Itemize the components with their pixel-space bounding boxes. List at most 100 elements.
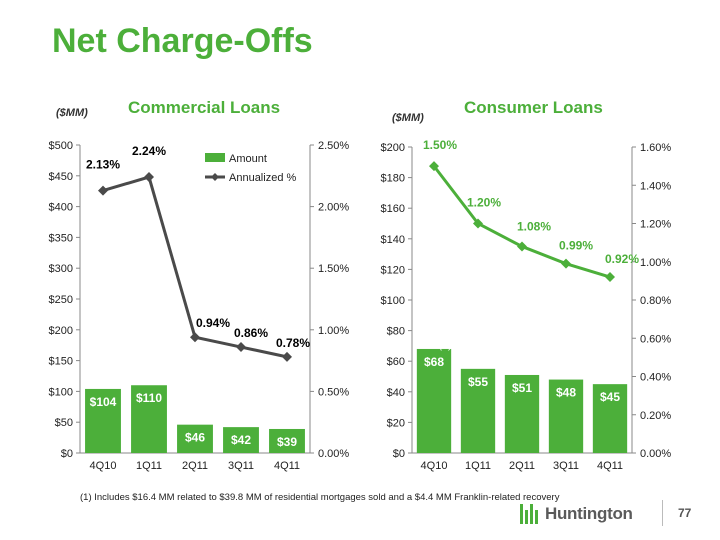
consumer-right-tick-label: 1.60%	[640, 142, 671, 154]
consumer-left-tick-label: $180	[381, 173, 405, 185]
commercial-left-tick-label: $350	[49, 232, 73, 244]
commercial-left-tick-label: $200	[49, 325, 73, 337]
consumer-right-tick-label: 0.80%	[640, 295, 671, 307]
commercial-legend-amount-swatch	[205, 153, 225, 162]
consumer-bar	[548, 379, 584, 453]
commercial-category-label: 4Q11	[274, 460, 300, 472]
commercial-right-tick-label: 2.50%	[318, 140, 349, 152]
consumer-left-tick-label: $120	[381, 264, 405, 276]
consumer-rate-marker	[561, 258, 571, 269]
consumer-right-tick-label: 0.00%	[640, 448, 671, 460]
commercial-rate-label: 2.13%	[86, 158, 120, 172]
consumer-rate-label: 0.99%	[559, 239, 593, 253]
page-number: 77	[678, 506, 692, 520]
commercial-category-label: 1Q11	[136, 460, 162, 472]
consumer-bar-label: $48	[556, 386, 576, 400]
consumer-bar-label: $45	[600, 390, 620, 404]
consumer-right-tick-label: 1.20%	[640, 219, 671, 231]
consumer-left-tick-label: $160	[381, 203, 405, 215]
consumer-annotation: (1)	[439, 339, 453, 351]
commercial-bar	[85, 388, 121, 453]
commercial-left-tick-label: $50	[55, 417, 73, 429]
commercial-bar-label: $42	[231, 433, 251, 447]
consumer-right-tick-label: 0.20%	[640, 410, 671, 422]
consumer-left-tick-label: $40	[387, 387, 405, 399]
commercial-left-tick-label: $400	[49, 202, 73, 214]
commercial-right-tick-label: 1.50%	[318, 263, 349, 275]
consumer-left-tick-label: $60	[387, 356, 405, 368]
consumer-rate-label: 1.50%	[423, 138, 457, 152]
consumer-rate-marker	[605, 272, 615, 283]
commercial-legend-rate-marker	[211, 173, 219, 181]
commercial-left-tick-label: $500	[49, 140, 73, 152]
footer-divider	[662, 500, 663, 526]
commercial-rate-label: 0.94%	[196, 316, 230, 330]
commercial-rate-marker	[98, 185, 108, 196]
commercial-rate-marker	[144, 172, 154, 183]
huntington-logo-mark-icon	[520, 504, 540, 524]
consumer-right-tick-label: 1.40%	[640, 180, 671, 192]
consumer-bar-label: $51	[512, 381, 532, 395]
commercial-unit-label: ($MM)	[56, 107, 88, 119]
consumer-rate-marker	[517, 241, 527, 252]
commercial-bar	[223, 427, 259, 453]
commercial-left-tick-label: $150	[49, 356, 73, 368]
consumer-bar	[460, 368, 496, 453]
commercial-bar-label: $39	[277, 435, 297, 449]
huntington-logo: Huntington	[520, 504, 633, 524]
commercial-rate-label: 2.24%	[132, 144, 166, 158]
consumer-left-tick-label: $200	[381, 142, 405, 154]
commercial-legend-amount-label: Amount	[229, 153, 267, 165]
commercial-category-label: 4Q10	[90, 460, 117, 472]
commercial-right-tick-label: 1.00%	[318, 325, 349, 337]
consumer-rate-label: 1.20%	[467, 196, 501, 210]
consumer-category-label: 1Q11	[465, 460, 491, 472]
consumer-right-tick-label: 1.00%	[640, 257, 671, 269]
consumer-rate-marker	[473, 218, 483, 229]
commercial-left-tick-label: $450	[49, 171, 73, 183]
consumer-bar	[504, 374, 540, 453]
consumer-unit-label: ($MM)	[392, 112, 424, 124]
commercial-right-tick-label: 2.00%	[318, 202, 349, 214]
commercial-bar-label: $110	[136, 391, 162, 405]
consumer-category-label: 2Q11	[509, 460, 535, 472]
consumer-bar-label: $68	[424, 355, 444, 369]
page-title: Net Charge-Offs	[52, 22, 313, 60]
consumer-category-label: 4Q11	[597, 460, 623, 472]
commercial-rate-marker	[190, 332, 200, 343]
consumer-right-tick-label: 0.60%	[640, 333, 671, 345]
footnote: (1) Includes $16.4 MM related to $39.8 M…	[80, 492, 560, 503]
consumer-bar	[592, 384, 628, 453]
commercial-chart-title: Commercial Loans	[128, 98, 281, 117]
consumer-rate-label: 0.92%	[605, 252, 639, 266]
consumer-rate-marker	[429, 161, 439, 172]
commercial-left-tick-label: $0	[61, 448, 73, 460]
commercial-bar	[177, 424, 213, 453]
commercial-left-tick-label: $250	[49, 294, 73, 306]
consumer-category-label: 4Q10	[421, 460, 448, 472]
logo-text: Huntington	[545, 504, 633, 523]
consumer-left-tick-label: $20	[387, 417, 405, 429]
consumer-right-tick-label: 0.40%	[640, 372, 671, 384]
commercial-right-tick-label: 0.00%	[318, 448, 349, 460]
commercial-legend-rate-label: Annualized %	[229, 172, 296, 184]
commercial-bar-label: $104	[90, 395, 117, 409]
consumer-category-label: 3Q11	[553, 460, 579, 472]
commercial-rate-marker	[236, 342, 246, 353]
consumer-bar-label: $55	[468, 375, 488, 389]
commercial-rate-label: 0.78%	[276, 336, 310, 350]
consumer-bar	[416, 348, 452, 453]
commercial-left-tick-label: $100	[49, 386, 73, 398]
commercial-rate-label: 0.86%	[234, 326, 268, 340]
commercial-category-label: 3Q11	[228, 460, 254, 472]
consumer-left-tick-label: $100	[381, 295, 405, 307]
commercial-left-tick-label: $300	[49, 263, 73, 275]
commercial-category-label: 2Q11	[182, 460, 208, 472]
commercial-right-tick-label: 0.50%	[318, 386, 349, 398]
commercial-bar	[131, 385, 167, 453]
commercial-bar	[269, 428, 305, 453]
consumer-left-tick-label: $80	[387, 326, 405, 338]
consumer-left-tick-label: $0	[393, 448, 405, 460]
commercial-bar-label: $46	[185, 431, 205, 445]
